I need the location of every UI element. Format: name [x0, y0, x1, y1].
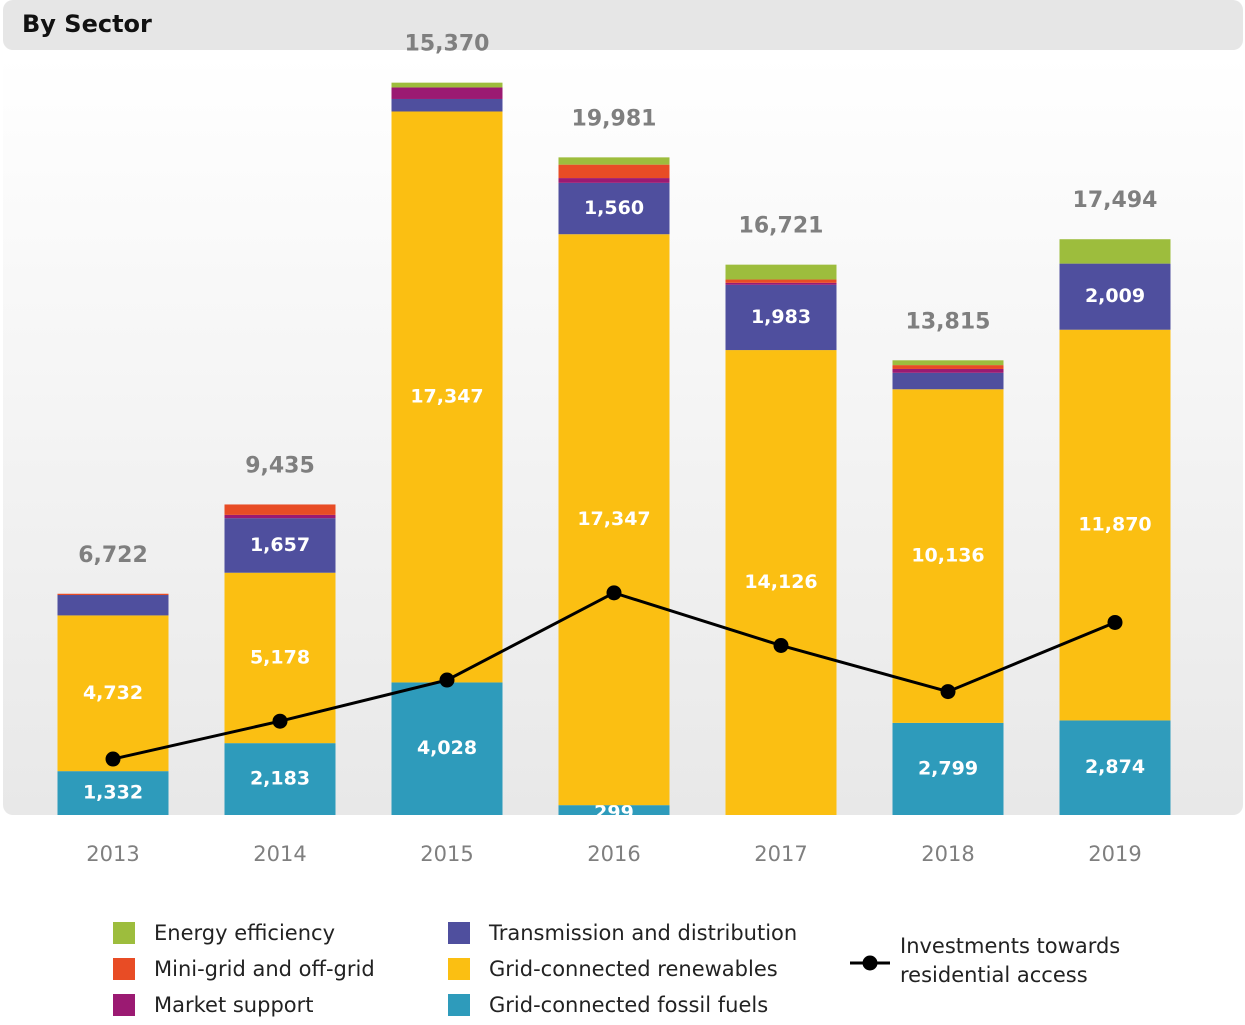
segment-label: 2,009: [1085, 285, 1145, 307]
bar-segment: [558, 178, 670, 183]
total-label: 13,815: [906, 309, 991, 334]
segment-label: 2,799: [918, 757, 978, 779]
legend-label: Energy efficiency: [154, 921, 335, 945]
total-label: 16,721: [739, 214, 824, 239]
legend-label: Transmission and distribution: [488, 921, 797, 945]
bar-segment: [1059, 720, 1171, 815]
bar-segment: [57, 771, 169, 815]
legend-line-point: [862, 955, 878, 971]
bar-segment: [391, 111, 503, 683]
total-label: 15,370: [405, 32, 490, 57]
legend-swatch: [113, 994, 135, 1016]
total-label: 19,981: [572, 106, 657, 131]
line-point: [940, 684, 956, 700]
legend-swatch: [113, 922, 135, 944]
segment-label: 1,657: [250, 534, 310, 556]
bar-segment: [1059, 263, 1171, 330]
bar-segment: [224, 514, 336, 519]
title-bar: [3, 0, 1243, 50]
x-tick-label: 2016: [587, 842, 640, 866]
segment-label: 2,183: [250, 768, 310, 790]
x-tick-label: 2013: [86, 842, 139, 866]
bar-segment: [725, 279, 837, 283]
line-point: [272, 713, 288, 729]
segment-label: 14,126: [744, 571, 817, 593]
segment-label: 4,028: [417, 737, 477, 759]
chart-title: By Sector: [22, 10, 152, 38]
bar-segment: [391, 87, 503, 99]
bar-segment: [558, 805, 670, 815]
bar-segment: [725, 282, 837, 285]
bar-segment: [725, 264, 837, 280]
bar-segment: [892, 368, 1004, 373]
bar-segment: [892, 365, 1004, 369]
legend-label: Mini-grid and off-grid: [154, 957, 375, 981]
line-point: [105, 751, 121, 767]
line-point: [1107, 614, 1123, 630]
legend-swatch: [448, 922, 470, 944]
bar-segment: [224, 743, 336, 815]
bar-segment: [558, 234, 670, 806]
segment-label: 10,136: [911, 545, 984, 567]
bar-segment: [391, 682, 503, 815]
segment-label: 11,870: [1078, 514, 1151, 536]
line-point: [773, 637, 789, 653]
x-tick-label: 2017: [754, 842, 807, 866]
bar-segment: [391, 82, 503, 88]
bar-segment: [892, 389, 1004, 723]
bar-segment: [558, 157, 670, 165]
bar-segment: [391, 98, 503, 112]
bar-segment: [224, 504, 336, 515]
legend-label: Grid-connected fossil fuels: [489, 993, 768, 1017]
bar-segment: [892, 722, 1004, 815]
bar-segment: [892, 372, 1004, 390]
bar-segment: [1059, 329, 1171, 721]
legend-label: Investments towards residential access: [900, 934, 1121, 987]
legend-line-text-box: Investments towards residential access: [900, 934, 1121, 987]
bar-segment: [892, 360, 1004, 366]
segment-label: 1,332: [83, 782, 143, 804]
legend-swatch: [448, 994, 470, 1016]
segment-label: 17,347: [577, 508, 650, 530]
legend-label: Market support: [154, 993, 314, 1017]
bar-segment: [57, 595, 169, 616]
segment-label: 1,560: [584, 197, 644, 219]
bar-segment: [57, 593, 169, 596]
x-tick-label: 2019: [1088, 842, 1141, 866]
legend-swatch: [448, 958, 470, 980]
x-tick-label: 2015: [420, 842, 473, 866]
total-label: 6,722: [78, 543, 148, 568]
line-point: [439, 672, 455, 688]
bar-segment: [224, 518, 336, 573]
legend-swatch: [113, 958, 135, 980]
bar-segment: [57, 615, 169, 772]
bar-segment: [558, 164, 670, 179]
x-tick-label: 2018: [921, 842, 974, 866]
segment-label: 17,347: [410, 385, 483, 407]
line-point: [606, 585, 622, 601]
segment-label: 4,732: [83, 682, 143, 704]
bar-segment: [725, 284, 837, 351]
total-label: 9,435: [245, 453, 315, 478]
bar-segment: [1059, 239, 1171, 264]
segment-label: 2,874: [1085, 756, 1145, 778]
bar-segment: [558, 182, 670, 235]
legend-label: Grid-connected renewables: [489, 957, 778, 981]
bar-segment: [725, 350, 837, 815]
segment-label: 5,178: [250, 646, 310, 668]
segment-label: 1,983: [751, 306, 811, 328]
x-tick-label: 2014: [253, 842, 306, 866]
segment-label: 299: [594, 802, 634, 824]
total-label: 17,494: [1073, 188, 1158, 213]
